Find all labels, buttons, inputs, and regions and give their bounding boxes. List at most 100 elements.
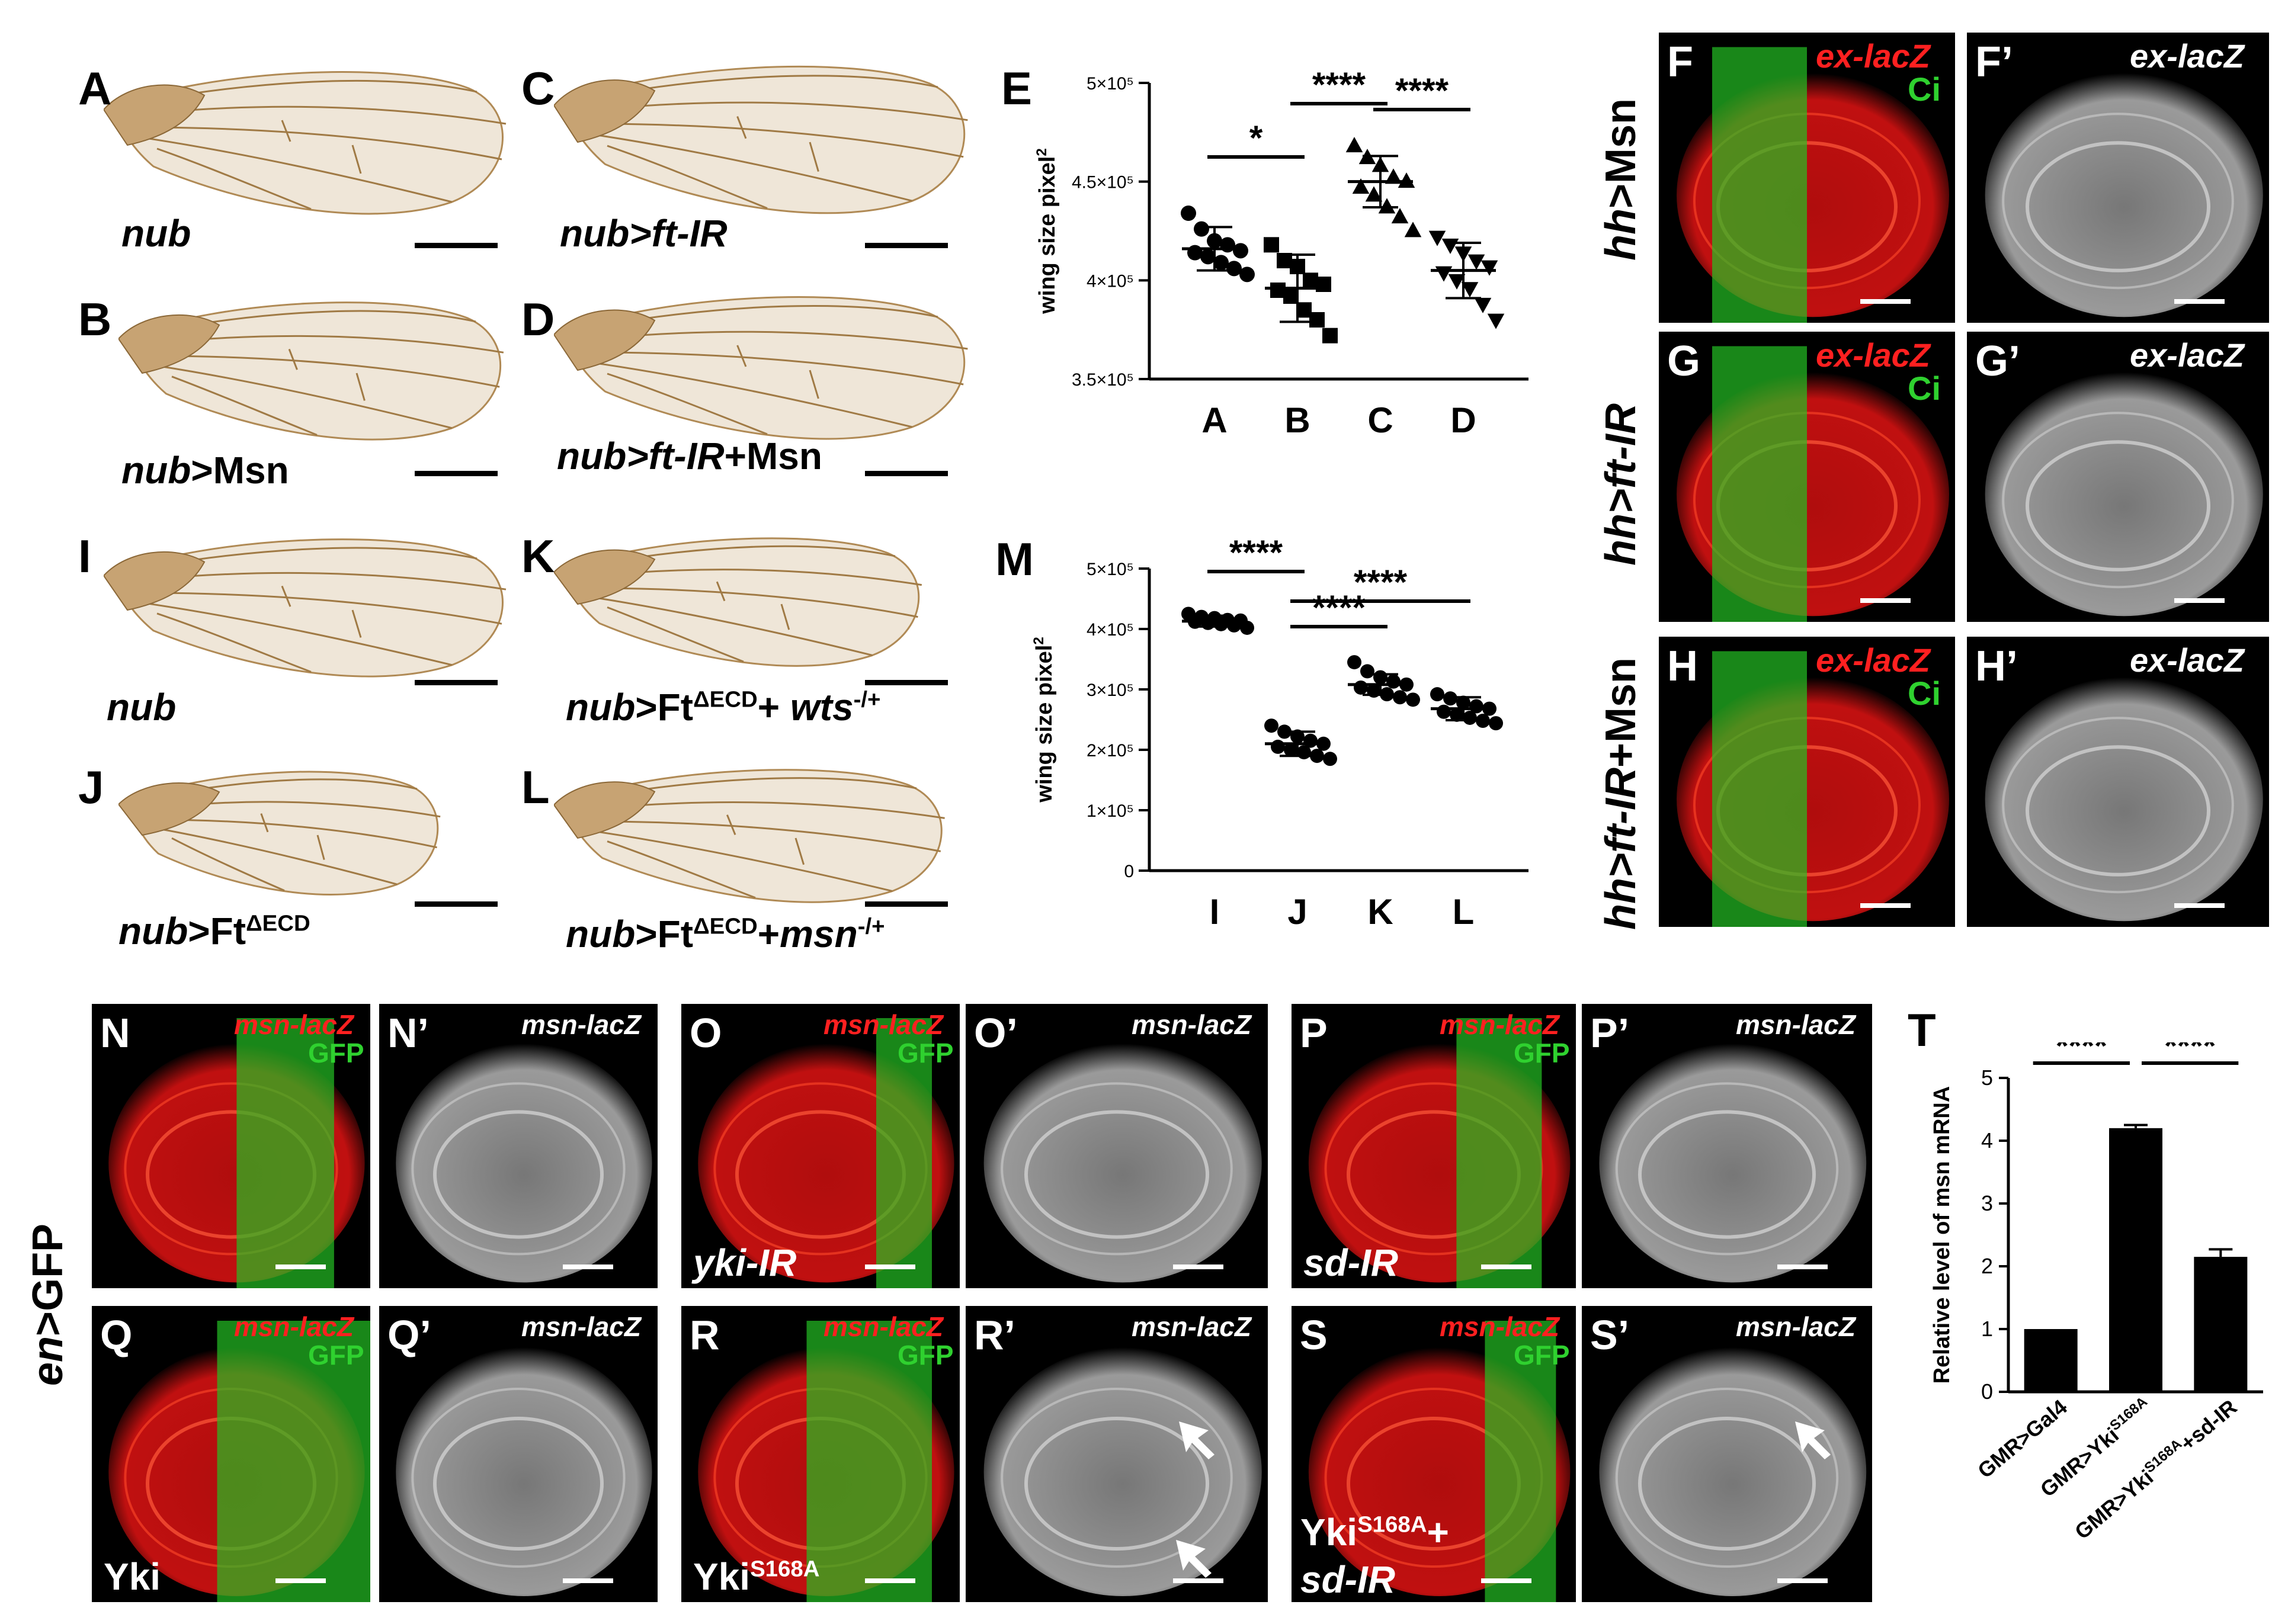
data-point — [1284, 743, 1298, 757]
x-tick-label-i: I — [1210, 892, 1220, 932]
microscopy-panel-q — [92, 1306, 370, 1602]
gfp-domain — [1456, 1018, 1542, 1288]
scale-bar-i — [415, 680, 498, 685]
tissue-disc — [1599, 1347, 1867, 1596]
channel-label-green: Ci — [1908, 675, 1941, 712]
data-point — [1322, 328, 1338, 344]
scale-bar-j — [415, 901, 498, 907]
wing-vein — [171, 375, 318, 436]
chart-m: 0 1×10⁵ 2×10⁵ 3×10⁵ 4×10⁵ 5×10⁵ wing size pixe… — [1031, 534, 1528, 932]
gfp-domain — [1712, 47, 1807, 323]
gfp-domain — [236, 1018, 334, 1288]
wing-vein — [589, 351, 964, 386]
channel-label-red: msn-lacZ — [234, 1311, 354, 1342]
tissue-disc — [1985, 73, 2263, 317]
y-tick-label: 5×10⁵ — [1087, 74, 1134, 94]
wing-vein — [159, 828, 398, 885]
tissue-fold — [1638, 1110, 1816, 1239]
data-point — [1435, 266, 1453, 282]
row-label-en-gfp: en>GFP — [24, 1223, 72, 1386]
data-point — [1303, 272, 1318, 288]
data-point — [1448, 274, 1466, 290]
panel-letter-d: D — [521, 293, 555, 345]
scale-bar-g — [1860, 598, 1911, 603]
genotype-l: nub>FtΔECD+msn-/+ — [566, 913, 885, 955]
microscopy-panel-n2 — [379, 1004, 658, 1288]
tissue-disc — [396, 1347, 652, 1596]
bar-2 — [2194, 1257, 2248, 1392]
data-point — [1347, 655, 1361, 670]
wing-vein — [736, 345, 747, 367]
scale-bar-s — [1481, 1578, 1531, 1583]
panel-letter-s2: S’ — [1590, 1312, 1630, 1358]
data-point — [1461, 282, 1479, 298]
significance-label: **** — [1312, 66, 1366, 104]
channel-label-white: msn-lacZ — [521, 1311, 641, 1342]
microscopy-panel-h2 — [1967, 637, 2269, 927]
y-axis-label: Relative level of msn mRNA — [1930, 1086, 1954, 1384]
data-point — [1391, 208, 1409, 224]
data-point — [1309, 312, 1325, 328]
channel-label-white: ex-lacZ — [2130, 641, 2244, 679]
y-axis-label: wing size pixel2 — [1031, 637, 1057, 803]
y-tick-label: 1×10⁵ — [1087, 801, 1134, 821]
row-label-hh-ft-ir-msn: hh>ft-IR+Msn — [1597, 657, 1645, 930]
wing-image-j — [118, 758, 450, 912]
tissue-fold — [411, 1082, 626, 1256]
microscopy-panel-p — [1292, 1004, 1576, 1288]
data-point — [1264, 718, 1278, 733]
panel-letter-l: L — [521, 761, 550, 813]
panel-letter-n: N — [100, 1010, 130, 1056]
wing-image-d — [554, 281, 980, 459]
wing-vein — [288, 348, 298, 370]
x-tick-label-j: J — [1287, 892, 1307, 932]
panel-letter-m: M — [995, 533, 1034, 585]
channel-label-green: GFP — [898, 1038, 954, 1068]
y-tick-label: 1 — [1981, 1317, 1993, 1341]
wing-vein — [351, 145, 362, 174]
tissue-fold — [1615, 1082, 1839, 1256]
microscopy-panel-n — [92, 1004, 370, 1288]
wing-vein — [595, 596, 873, 656]
scale-bar-c — [865, 243, 948, 248]
wing-vein — [139, 126, 502, 161]
data-point — [1194, 221, 1209, 237]
wing-vein — [736, 116, 747, 139]
tissue-fold — [1024, 1417, 1209, 1551]
y-tick-label: 3.5×10⁵ — [1072, 370, 1134, 390]
scale-bar-r2 — [1173, 1578, 1223, 1583]
panel-letter-i: I — [78, 530, 91, 582]
panel-letter-t: T — [1908, 1004, 1936, 1056]
x-tick-label-a: A — [1201, 400, 1227, 440]
gfp-domain — [1712, 651, 1807, 927]
scale-bar-k — [865, 680, 948, 685]
significance-label: **** — [1229, 534, 1283, 572]
scale-bar-q2 — [563, 1578, 613, 1583]
y-tick-label: 4 — [1981, 1128, 1993, 1153]
microscopy-panel-g2 — [1967, 332, 2269, 622]
scale-bar-p2 — [1777, 1264, 1828, 1269]
panel-letter-r: R — [690, 1312, 720, 1358]
wing-vein — [153, 355, 500, 388]
channel-label-green: GFP — [308, 1340, 364, 1371]
data-point — [1386, 674, 1401, 689]
x-tick-label-c: C — [1367, 400, 1393, 440]
data-point — [1270, 283, 1286, 298]
panel-letter-o2: O’ — [974, 1010, 1018, 1056]
wing-vein — [153, 819, 437, 849]
wing-vein — [726, 814, 736, 835]
data-point — [1296, 302, 1312, 318]
data-point — [1345, 137, 1363, 153]
tissue-fold — [2026, 745, 2210, 877]
data-point — [1271, 739, 1285, 754]
scale-bar-o — [865, 1264, 915, 1269]
wing-image-a — [104, 56, 518, 234]
data-point — [1352, 178, 1370, 194]
data-point — [1487, 313, 1505, 329]
wing-vein — [281, 585, 291, 607]
microscopy-panel-s — [1292, 1306, 1576, 1602]
data-point — [1213, 255, 1229, 271]
panel-letter-h2: H’ — [1975, 643, 2018, 690]
genotype-i: nub — [107, 686, 177, 728]
data-point — [1200, 249, 1216, 265]
